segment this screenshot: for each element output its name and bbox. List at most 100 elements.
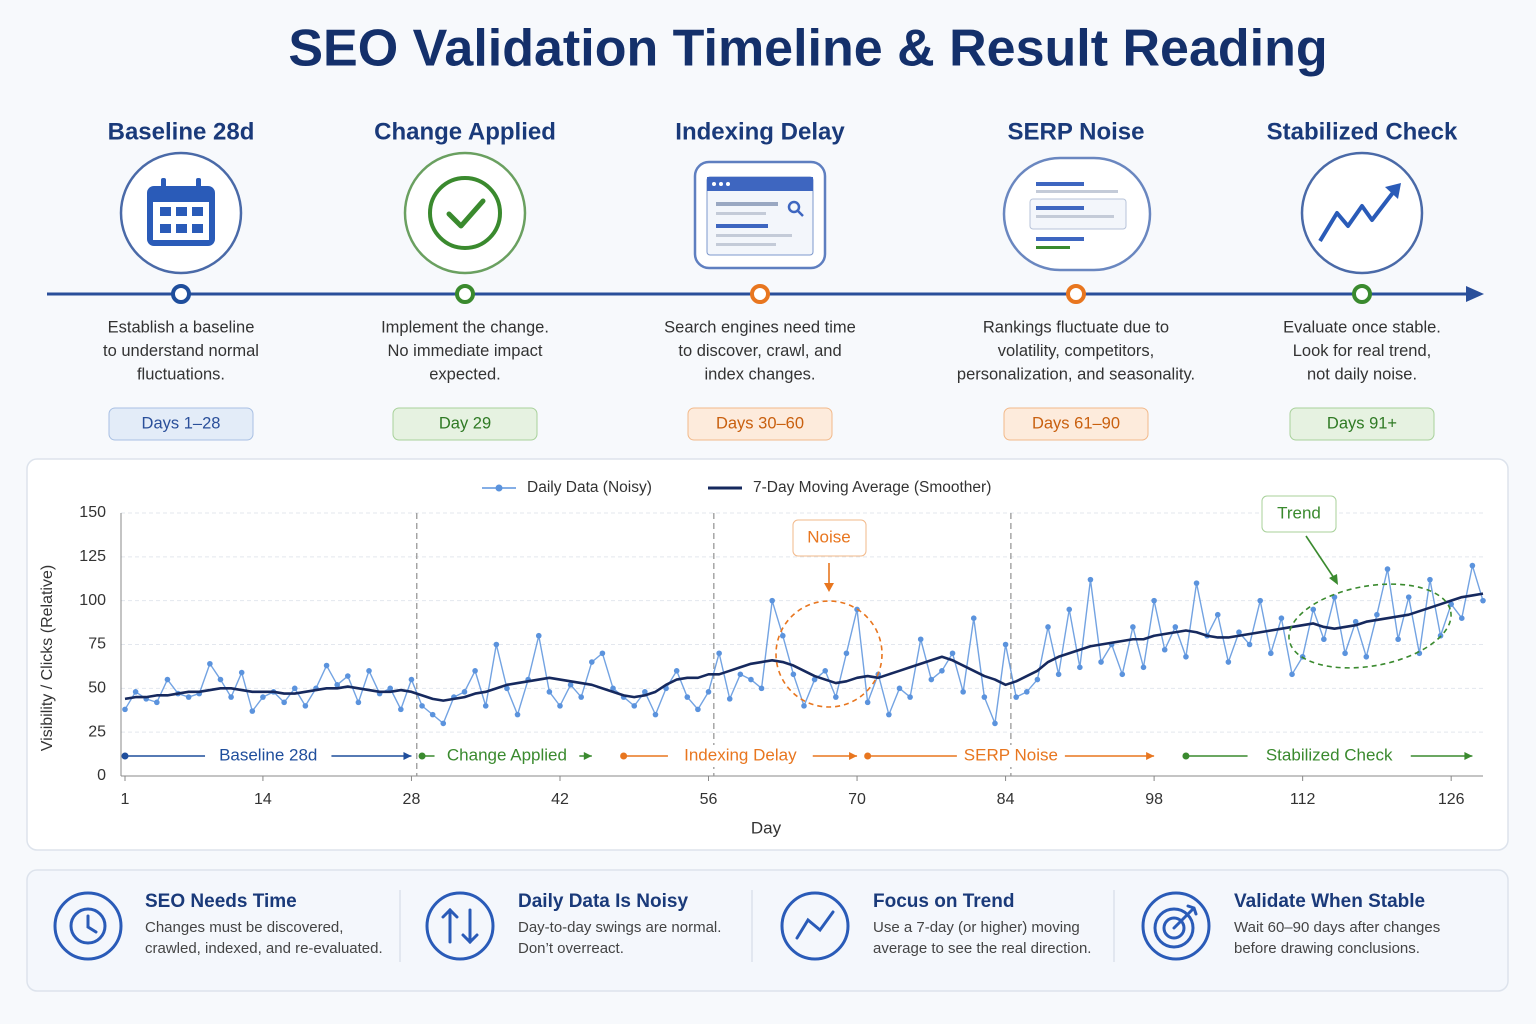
daily-point: [939, 668, 945, 674]
stage-title: Indexing Delay: [675, 118, 845, 145]
annotation-arrow: [1305, 535, 1335, 579]
daily-point: [631, 703, 638, 709]
daily-point: [1161, 646, 1168, 653]
tip-text: Use a 7-day (or higher) moving: [873, 919, 1080, 936]
daily-point: [334, 682, 340, 688]
phase-start: [121, 752, 129, 760]
daily-point: [917, 636, 924, 643]
daily-point: [578, 694, 585, 700]
daily-point: [1363, 653, 1370, 660]
phase-label: Indexing Delay: [684, 745, 797, 764]
daily-point: [801, 703, 807, 709]
stage-description: personalization, and seasonality.: [957, 365, 1195, 383]
daily-point: [673, 668, 680, 674]
tip-icons: [53, 891, 1211, 961]
phase-end: [849, 752, 858, 760]
daily-point: [1119, 671, 1126, 678]
daily-point: [1183, 653, 1189, 660]
daily-point: [238, 669, 245, 676]
tip-text: average to see the real direction.: [873, 940, 1091, 957]
x-axis-label: Day: [751, 818, 782, 837]
daily-point: [281, 699, 287, 706]
daily-point: [472, 668, 478, 674]
daily-point: [1257, 597, 1264, 604]
daily-point: [1384, 566, 1391, 572]
daily-point: [514, 711, 521, 718]
phase-label: Change Applied: [447, 745, 567, 764]
annotation-box: [792, 519, 867, 557]
daily-point: [705, 689, 712, 695]
daily-point: [122, 706, 128, 713]
daily-point: [323, 662, 330, 669]
daily-point: [1151, 597, 1157, 604]
daily-point: [207, 660, 213, 667]
x-tick-label: 112: [1290, 791, 1316, 808]
x-tick-label: 14: [254, 791, 272, 808]
daily-point: [811, 676, 818, 683]
daily-point: [737, 671, 744, 678]
legend-swatch-dot: [495, 484, 503, 492]
y-tick-label: 125: [79, 548, 106, 565]
stage-description: volatility, competitors,: [998, 342, 1155, 360]
daily-point: [695, 706, 701, 713]
daily-point: [154, 699, 160, 706]
daily-point: [1352, 618, 1359, 625]
y-tick-label: 25: [88, 723, 106, 740]
y-tick-label: 50: [88, 680, 106, 697]
daily-point: [970, 615, 977, 621]
daily-point: [1066, 606, 1073, 613]
icon-browser: [693, 160, 827, 270]
tip-title: Focus on Trend: [873, 891, 1014, 912]
daily-point: [1278, 615, 1285, 621]
daily-point: [546, 689, 553, 695]
stage-dot: [455, 284, 475, 304]
tip-text: Changes must be discovered,: [145, 919, 343, 936]
moving-average-line: [124, 592, 1484, 702]
stage-description: Look for real trend,: [1293, 342, 1432, 360]
daily-point: [992, 720, 998, 727]
stage-dot: [750, 284, 770, 304]
daily-point: [1289, 671, 1295, 678]
y-tick-label: 150: [79, 504, 106, 521]
daily-point: [684, 694, 691, 700]
stage-tag: Days 61–90: [1032, 414, 1120, 432]
daily-point: [610, 685, 616, 692]
stage-tag-box: [1003, 407, 1149, 441]
phase-label-bg: [667, 745, 813, 767]
page-title: SEO Validation Timeline & Result Reading: [288, 20, 1327, 78]
daily-point: [1395, 636, 1401, 643]
daily-point: [1130, 624, 1136, 630]
daily-point: [164, 676, 171, 683]
daily-point: [344, 673, 351, 679]
phase-start: [1182, 752, 1190, 760]
daily-point: [758, 685, 765, 692]
stage-description: to discover, crawl, and: [678, 342, 841, 360]
y-tick-label: 100: [79, 592, 106, 609]
x-tick-label: 70: [848, 791, 866, 808]
daily-point: [1087, 576, 1094, 583]
daily-point: [589, 659, 595, 665]
daily-point: [1098, 659, 1104, 665]
stage-title: Stabilized Check: [1267, 118, 1458, 145]
daily-point: [291, 685, 298, 692]
stage-title: SERP Noise: [1008, 118, 1145, 145]
daily-point: [1172, 624, 1179, 630]
stage-tag: Day 29: [439, 414, 491, 432]
stage-description: No immediate impact: [388, 342, 543, 360]
x-tick-label: 98: [1145, 791, 1163, 808]
daily-point: [960, 689, 966, 695]
daily-point: [928, 676, 935, 683]
daily-point: [1034, 676, 1041, 683]
x-tick-label: 1: [121, 791, 130, 808]
daily-point: [1225, 659, 1232, 665]
stage-description: index changes.: [705, 365, 816, 383]
daily-point: [864, 699, 871, 706]
daily-point: [366, 668, 372, 674]
daily-point: [886, 711, 892, 718]
daily-point: [779, 632, 786, 639]
stage-tag: Days 1–28: [142, 414, 221, 432]
daily-point: [260, 694, 266, 700]
annotation-box: [1261, 495, 1337, 533]
daily-point: [398, 706, 404, 713]
